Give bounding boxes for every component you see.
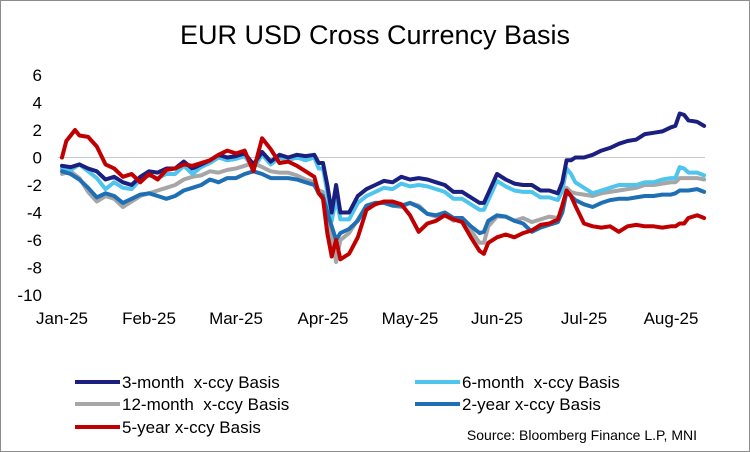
x-tick-label: Mar-25 xyxy=(209,309,263,328)
y-axis-ticks: 6 4 2 0 -2 -4 -6 -8 -10 xyxy=(17,66,42,305)
series-line-2 xyxy=(60,152,707,223)
legend-label: 6-month x-ccy Basis xyxy=(462,373,620,392)
x-tick-label: Jul-25 xyxy=(561,309,607,328)
series-lines xyxy=(60,111,707,264)
y-tick-label: -4 xyxy=(27,204,42,223)
x-axis-ticks: Jan-25 Feb-25 Mar-25 Apr-25 May-25 Jun-25 Jul-… xyxy=(36,309,698,328)
x-tick-label: Jun-25 xyxy=(471,309,523,328)
legend-label: 2-year x-ccy Basis xyxy=(462,395,601,414)
legend-label: 12-month x-ccy Basis xyxy=(122,395,289,414)
y-tick-label: 6 xyxy=(33,66,42,85)
x-tick-label: Aug-25 xyxy=(644,309,699,328)
source-note: Source: Bloomberg Finance L.P, MNI xyxy=(467,427,697,443)
x-tick-label: Jan-25 xyxy=(36,309,88,328)
legend-label: 5-year x-ccy Basis xyxy=(122,418,261,437)
y-tick-label: -8 xyxy=(27,259,42,278)
chart-title: EUR USD Cross Currency Basis xyxy=(180,20,570,50)
y-tick-label: 2 xyxy=(33,121,42,140)
legend: 3-month x-ccy Basis 6-month x-ccy Basis 12… xyxy=(75,373,620,437)
series-line-5 xyxy=(60,128,707,262)
y-tick-label: -2 xyxy=(27,176,42,195)
y-tick-label: 0 xyxy=(33,149,42,168)
x-tick-label: Apr-25 xyxy=(297,309,348,328)
x-tick-label: May-25 xyxy=(382,309,439,328)
series-line-4 xyxy=(60,169,707,242)
y-tick-label: -6 xyxy=(27,231,42,250)
legend-label: 3-month x-ccy Basis xyxy=(122,373,280,392)
y-tick-label: -10 xyxy=(17,286,42,305)
y-tick-label: 4 xyxy=(33,94,42,113)
x-tick-label: Feb-25 xyxy=(122,309,176,328)
